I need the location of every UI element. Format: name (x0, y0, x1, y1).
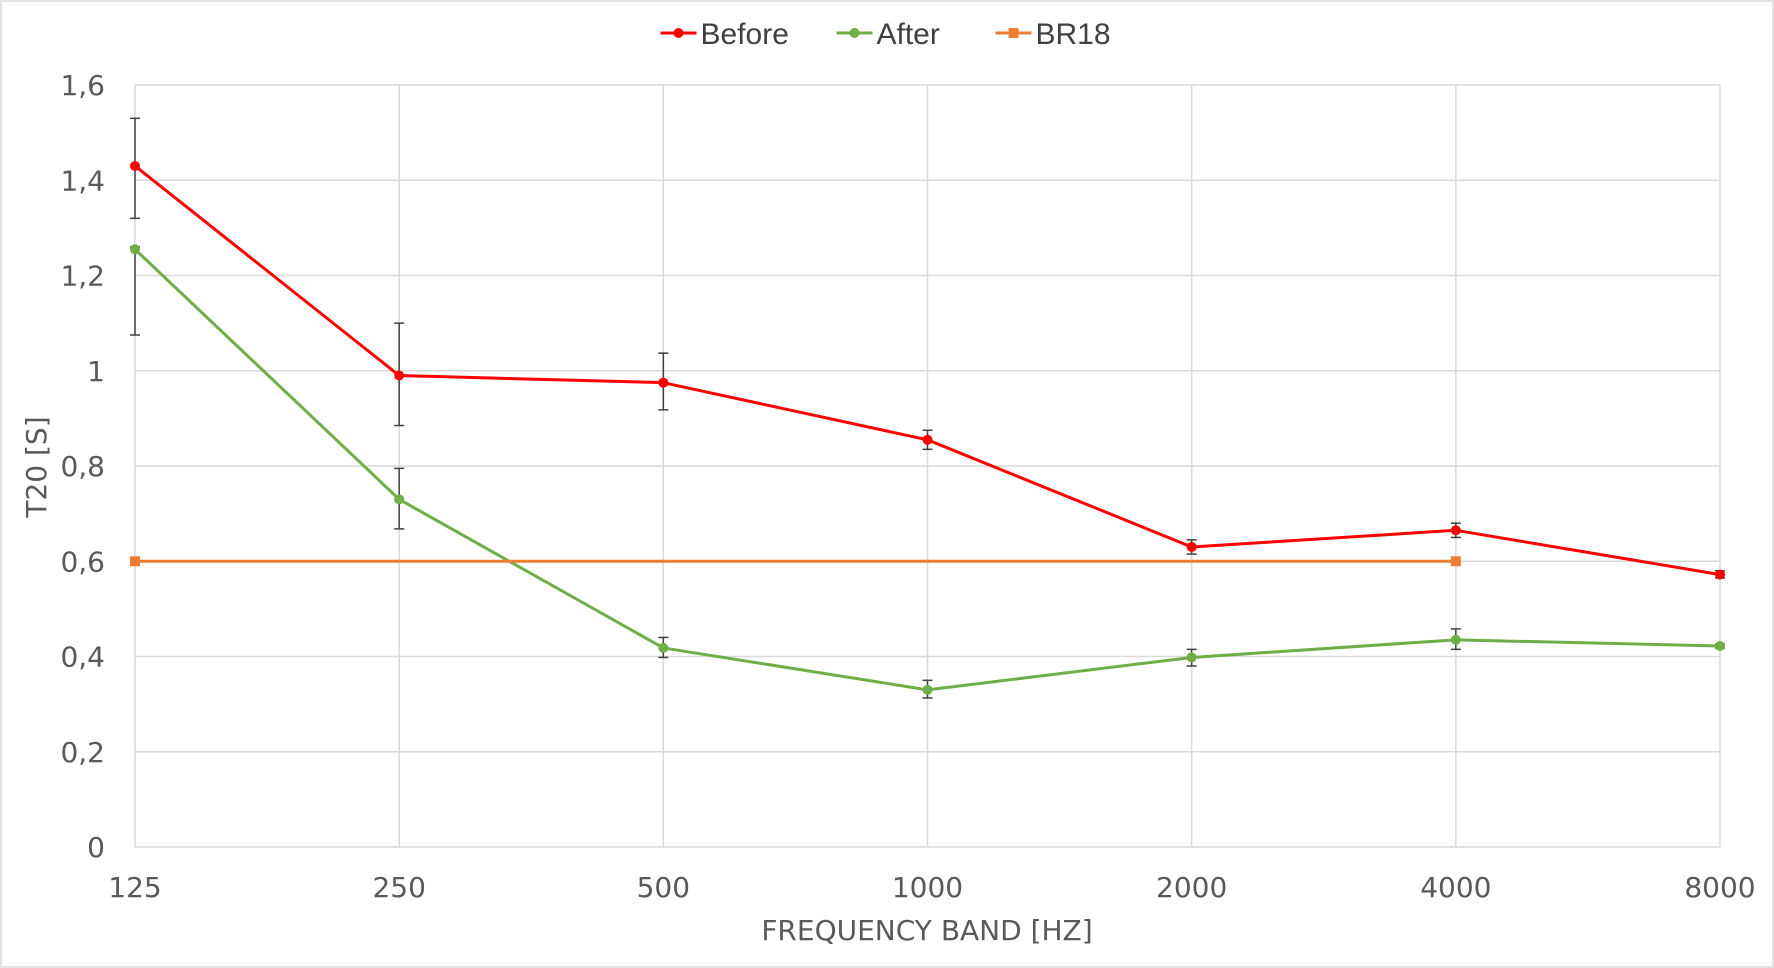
data-point-after (1715, 641, 1725, 652)
data-point-after (922, 684, 933, 695)
series-lines (130, 117, 1725, 699)
y-axis-tick-labels: 0 0,2 0,4 0,6 0,8 1 1,2 1,4 1,6 (60, 69, 105, 864)
y-tick-label: 1,4 (60, 164, 105, 197)
y-tick-label: 1,2 (60, 260, 105, 293)
legend-label: Before (701, 18, 789, 51)
data-point-before (658, 377, 669, 388)
x-tick-label: 125 (108, 871, 161, 904)
legend-item-before: Before (660, 18, 789, 51)
x-tick-label: 2000 (1156, 871, 1227, 904)
legend-swatch-marker (1008, 28, 1019, 38)
y-tick-label: 0,6 (60, 545, 105, 578)
data-point-after (130, 244, 140, 255)
data-point-before (394, 370, 405, 381)
series-after (130, 244, 1725, 699)
data-point-after (394, 494, 405, 505)
x-tick-label: 4000 (1420, 871, 1491, 904)
y-tick-label: 1 (87, 355, 105, 388)
series-br18 (130, 556, 1461, 567)
series-before (130, 117, 1725, 580)
legend-swatch-marker (673, 28, 684, 38)
data-point-before (922, 434, 933, 445)
y-tick-label: 0,8 (60, 450, 105, 483)
data-point-after (1186, 652, 1197, 663)
y-tick-label: 0,2 (60, 736, 105, 769)
data-point-br18 (1450, 556, 1461, 567)
legend-item-br18: BR18 (995, 18, 1111, 51)
x-axis-tick-labels: 125 250 500 1000 2000 4000 8000 (108, 871, 1755, 904)
x-tick-label: 500 (637, 871, 690, 904)
y-tick-label: 0,4 (60, 641, 105, 674)
legend-item-after: After (836, 18, 940, 51)
legend-label: BR18 (1036, 18, 1111, 51)
data-point-before (1186, 541, 1197, 552)
x-tick-label: 250 (372, 871, 425, 904)
x-axis-title: FREQUENCY BAND [HZ] (761, 914, 1092, 947)
x-tick-label: 8000 (1684, 871, 1755, 904)
legend-label: After (877, 18, 940, 51)
data-point-br18 (130, 556, 140, 567)
data-point-before (1715, 569, 1725, 580)
x-tick-label: 1000 (892, 871, 963, 904)
data-point-before (130, 160, 140, 171)
y-axis-title: T20 [S] (20, 416, 53, 518)
data-point-after (658, 642, 669, 653)
legend: Before After BR18 (660, 18, 1111, 51)
legend-swatch-marker (849, 28, 860, 38)
y-tick-label: 0 (87, 831, 105, 864)
data-point-after (1450, 634, 1461, 645)
data-point-before (1450, 525, 1461, 536)
y-tick-label: 1,6 (60, 69, 105, 102)
